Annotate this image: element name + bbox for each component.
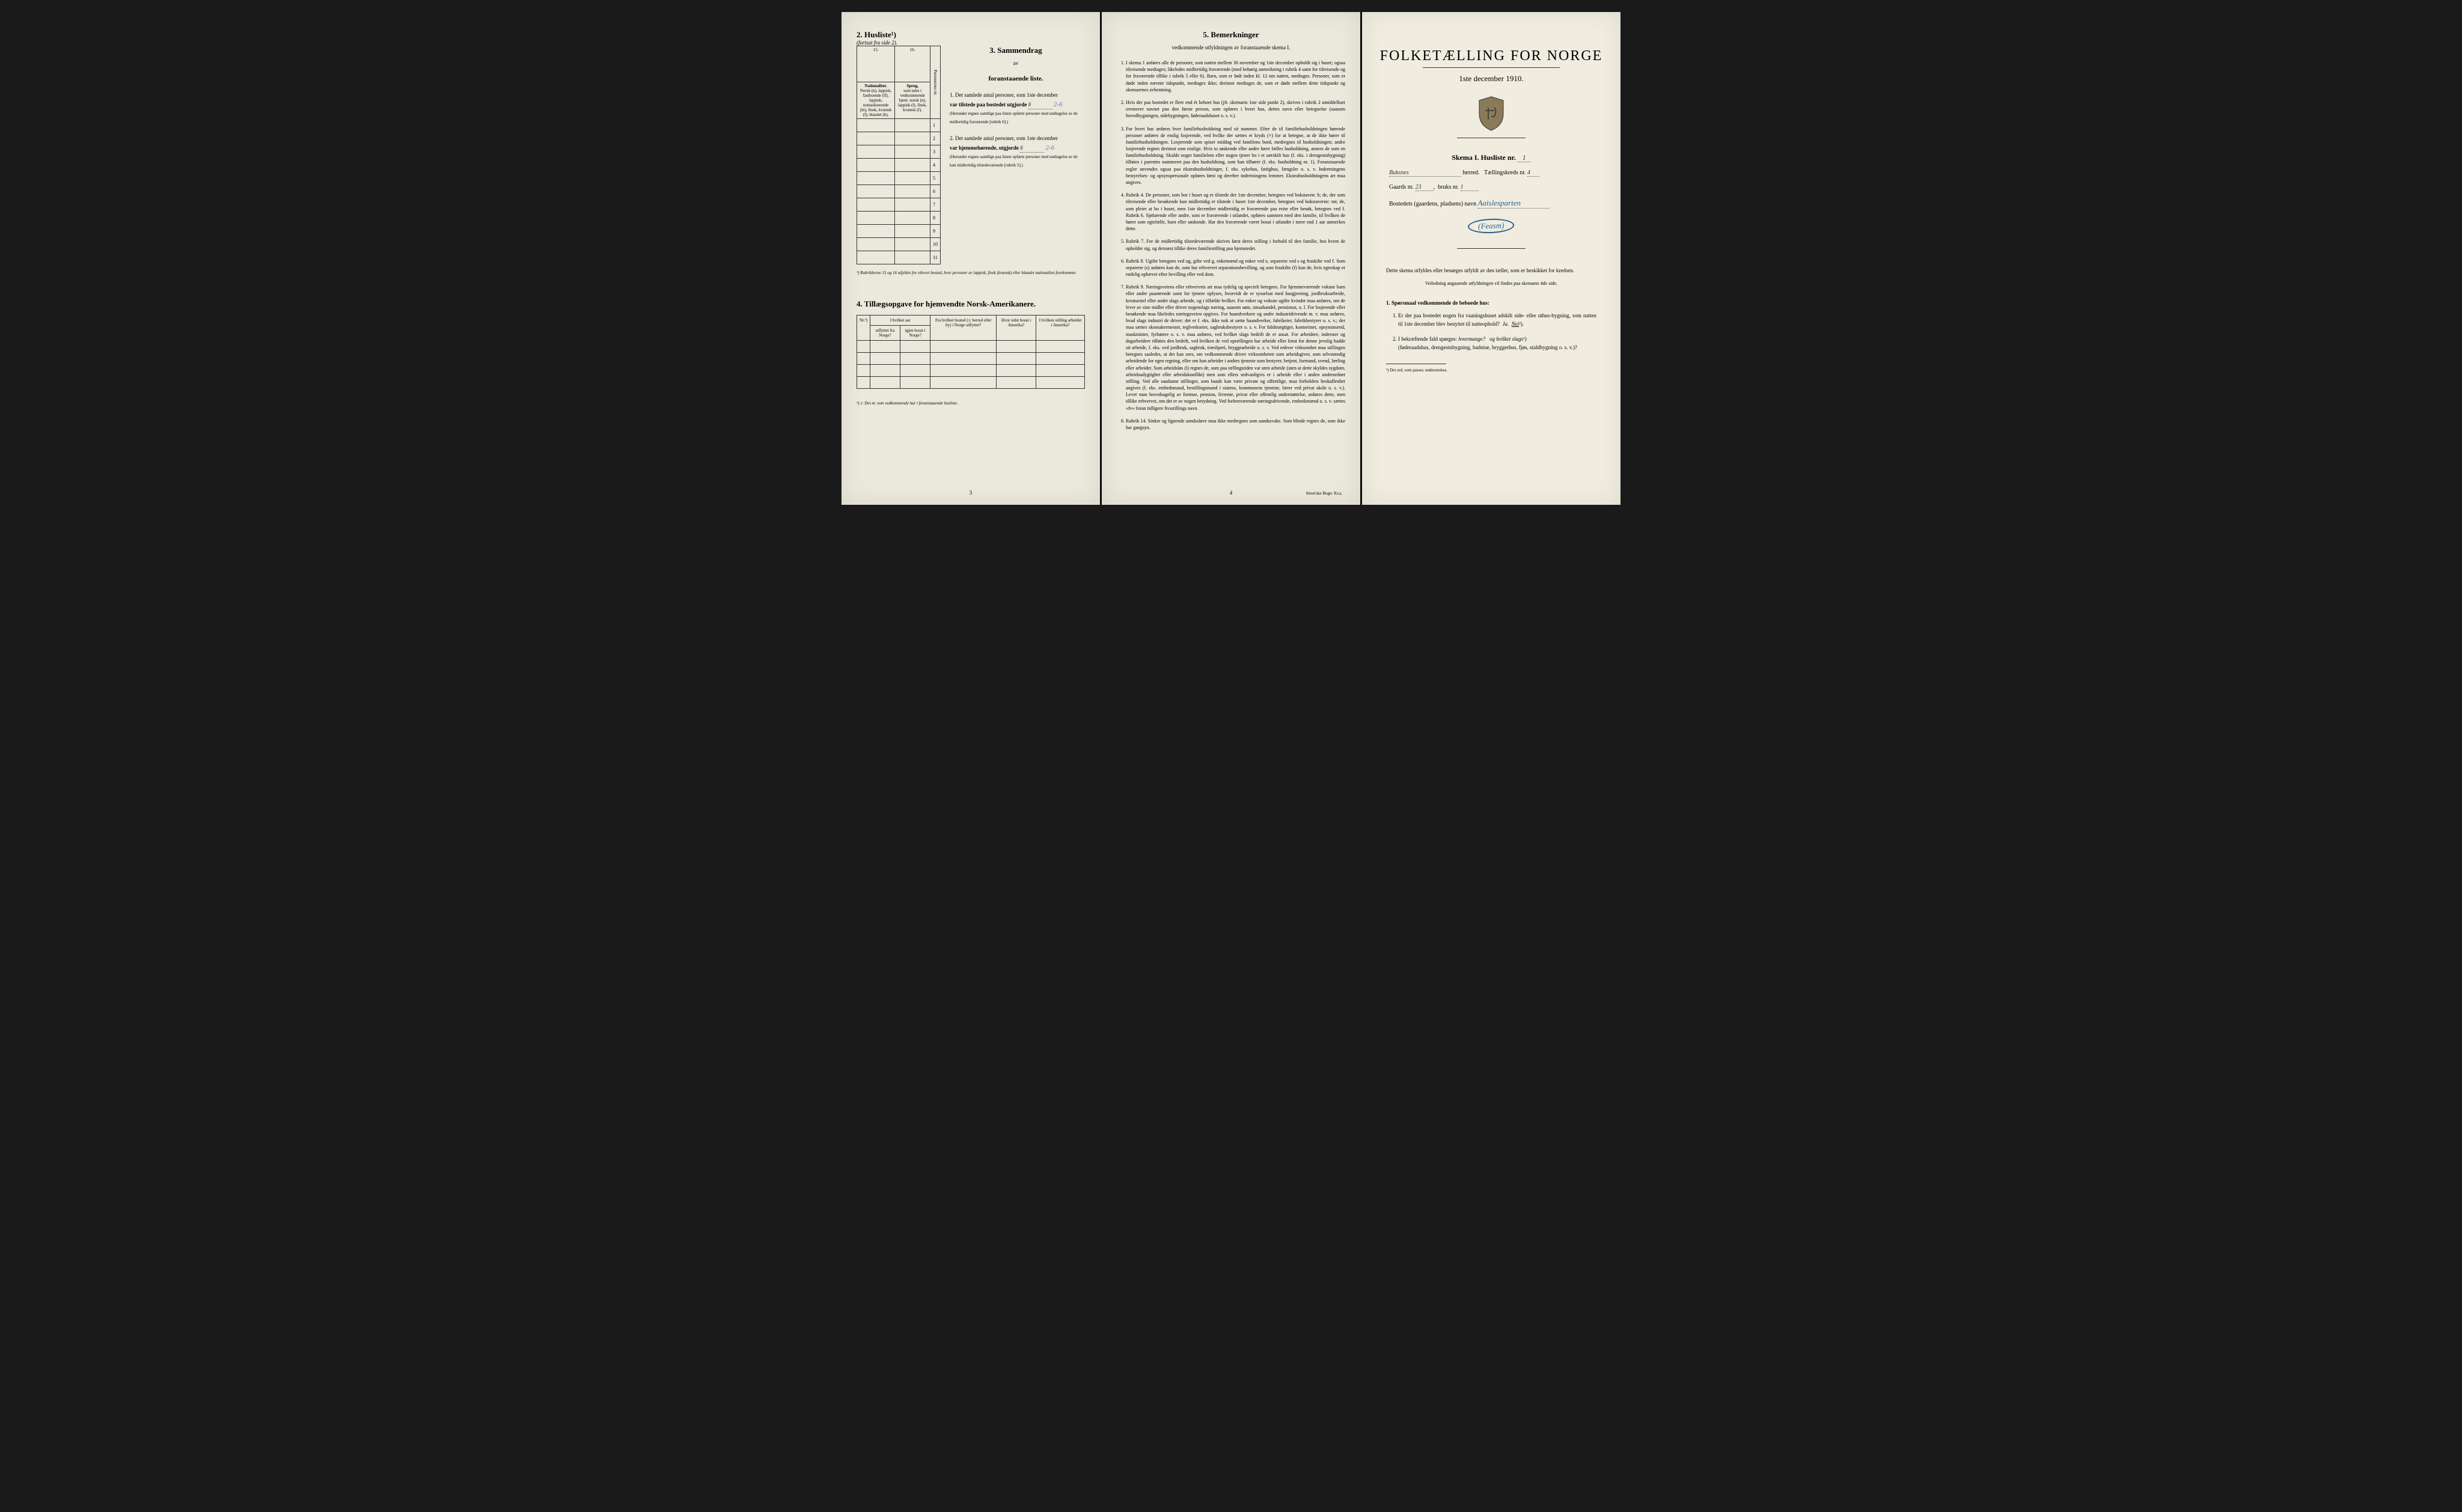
col-stilling: I hvilken stilling arbeidet i Amerika? xyxy=(1036,316,1085,341)
bemerkninger-subtitle: vedkommende utfyldningen av foranstaaend… xyxy=(1117,44,1345,50)
question-2: I bekræftende fald spørges: hvormange? o… xyxy=(1398,335,1596,352)
section-4: 4. Tillægsopgave for hjemvendte Norsk-Am… xyxy=(857,275,1085,406)
husliste-footnote: ¹) Rubrikkerne 15 og 16 utfyldes for eth… xyxy=(857,264,1085,275)
census-date: 1ste december 1910. xyxy=(1377,74,1605,84)
remark-4: Rubrik 4. De personer, som bor i huset o… xyxy=(1126,192,1345,232)
page-3: 2. Husliste¹) (fortsat fra side 2). 15. … xyxy=(842,12,1100,505)
census-document: 2. Husliste¹) (fortsat fra side 2). 15. … xyxy=(842,12,1620,505)
col-16: 16. xyxy=(895,46,930,82)
col-bosted: Fra hvilket bosted (ɔ: herred eller by) … xyxy=(930,316,997,341)
row-num: 2 xyxy=(930,132,941,145)
row-num: 8 xyxy=(930,212,941,225)
herred-line: Buksnes herred. Tællingskreds nr. 4 xyxy=(1377,169,1605,177)
bosted-line: Bostedets (gaardens, pladsens) navn Aais… xyxy=(1377,198,1605,209)
sammendrag-subtitle: foranstaaende liste. xyxy=(950,75,1082,82)
sammendrag-section: 3. Sammendrag av foranstaaende liste. 1.… xyxy=(950,46,1082,178)
sammendrag-av: av xyxy=(950,60,1082,66)
row-num: 5 xyxy=(930,172,941,185)
coat-of-arms-icon xyxy=(1476,96,1506,132)
q-title: 1. Spørsmaal vedkommende de beboede hus: xyxy=(1386,300,1489,306)
row-num: 4 xyxy=(930,159,941,172)
husliste-title: 2. Husliste¹) xyxy=(857,30,1085,40)
remark-5: Rubrik 7. For de midlertidig tilstedevær… xyxy=(1126,238,1345,251)
remark-7: Rubrik 9. Næringsveiens eller erhvervets… xyxy=(1126,284,1345,412)
printer-mark: Steen'ske Bogtr. Kr.a. xyxy=(1306,491,1342,496)
sammendrag-item-2: 2. Det samlede antal personer, som 1ste … xyxy=(950,135,1082,169)
sammendrag-item-1: 1. Det samlede antal personer, som 1ste … xyxy=(950,91,1082,126)
page-4: 5. Bemerkninger vedkommende utfyldningen… xyxy=(1102,12,1360,505)
col-personnr: Personernes nr. xyxy=(930,46,941,119)
section4-title: 4. Tillægsopgave for hjemvendte Norsk-Am… xyxy=(857,299,1085,309)
page3-footnote: ¹) Det ord, som passer, understrekes. xyxy=(1386,367,1596,374)
skema-line: Skema I. Husliste nr. 1 xyxy=(1377,153,1605,162)
row-num: 11 xyxy=(930,251,941,264)
husliste-section: 2. Husliste¹) (fortsat fra side 2). 15. … xyxy=(857,30,1085,275)
intro-1: Dette skema utfyldes eller besørges utfy… xyxy=(1386,267,1596,275)
husliste-table: 15. 16. Personernes nr. Nationalitet.Nor… xyxy=(857,46,941,264)
sprog-header: Sprog,som tales i vedkommende hjem: nors… xyxy=(895,82,930,119)
row-num: 6 xyxy=(930,185,941,198)
row-num: 9 xyxy=(930,225,941,238)
questions: 1. Spørsmaal vedkommende de beboede hus:… xyxy=(1386,299,1596,352)
remark-8: Rubrik 14. Sinker og lignende aandssløve… xyxy=(1126,418,1345,431)
sammendrag-title: 3. Sammendrag xyxy=(950,46,1082,55)
nat-header: Nationalitet.Norsk (n), lappisk, fastboe… xyxy=(857,82,895,119)
page-number: 3 xyxy=(842,490,1100,496)
remark-3: For hvert hus anføres hver familiehushol… xyxy=(1126,126,1345,186)
col-nr: Nr.²) xyxy=(857,316,870,341)
row-num: 10 xyxy=(930,238,941,251)
section4-footnote: ²) ɔ: Det nr. som vedkommende har i fora… xyxy=(857,395,1085,406)
col-igjen: igjen bosat i Norge? xyxy=(900,326,930,341)
remark-1: I skema 1 anføres alle de personer, som … xyxy=(1126,59,1345,93)
remark-2: Hvis der paa bostedet er flere end ét be… xyxy=(1126,99,1345,120)
intro-2: Veiledning angaaende utfyldningen vil fi… xyxy=(1386,280,1596,287)
title-page: FOLKETÆLLING FOR NORGE 1ste december 191… xyxy=(1362,12,1620,505)
remark-6: Rubrik 8. Ugifte betegnes ved ug, gifte … xyxy=(1126,258,1345,278)
col-aar: I hvilket aar xyxy=(870,316,930,326)
gaards-line: Gaards nr. 23, bruks nr. 1 xyxy=(1377,184,1605,191)
main-title: FOLKETÆLLING FOR NORGE xyxy=(1377,48,1605,64)
instructions: Dette skema utfyldes eller besørges utfy… xyxy=(1377,267,1605,374)
husliste-continued: (fortsat fra side 2). xyxy=(857,40,1085,46)
bemerkninger-title: 5. Bemerkninger xyxy=(1117,30,1345,40)
row-num: 3 xyxy=(930,145,941,159)
bemerkninger-list: I skema 1 anføres alle de personer, som … xyxy=(1117,59,1345,431)
signature: (Feasm) xyxy=(1468,215,1515,234)
col-sidst: Hvor sidst bosat i Amerika? xyxy=(997,316,1036,341)
col-utflyttet: utflyttet fra Norge? xyxy=(870,326,900,341)
col-15: 15. xyxy=(857,46,895,82)
row-num: 1 xyxy=(930,119,941,132)
row-num: 7 xyxy=(930,198,941,212)
norsk-amerikanere-table: Nr.²) I hvilket aar Fra hvilket bosted (… xyxy=(857,315,1085,389)
question-1: Er der paa bostedet nogen fra vaaningshu… xyxy=(1398,312,1596,328)
